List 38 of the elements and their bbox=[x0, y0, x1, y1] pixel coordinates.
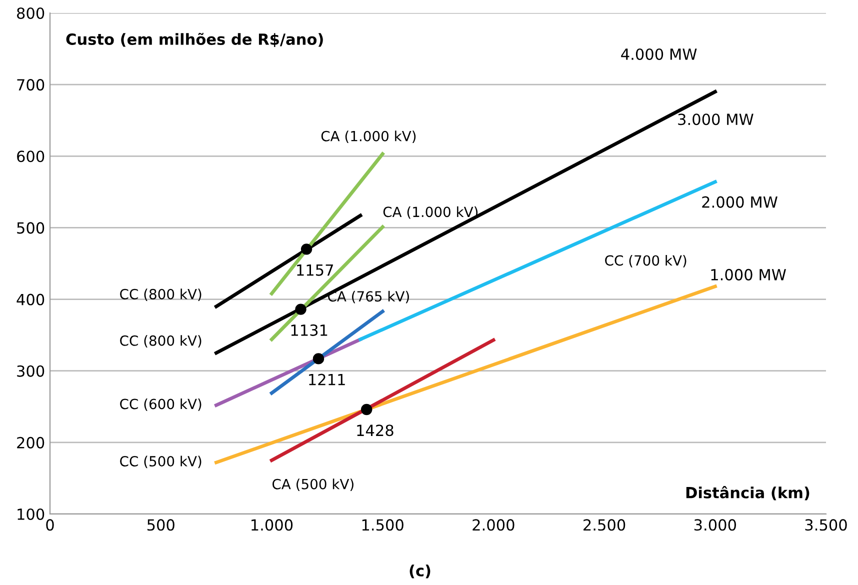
y-tick-label: 100 bbox=[18, 508, 44, 520]
text: (c) bbox=[410, 564, 430, 578]
y-tick-label: 300 bbox=[17, 365, 44, 377]
series-label: CC (800 kV) bbox=[120, 335, 202, 348]
annotation: 1.000 MW bbox=[711, 268, 786, 280]
x-tick-label: 2.500 bbox=[584, 519, 626, 531]
y-tick-label: 600 bbox=[17, 150, 44, 162]
y-tick-label: 400 bbox=[16, 294, 44, 306]
series-label: CC (800 kV) bbox=[120, 288, 202, 301]
x-tick-label: 3.000 bbox=[694, 519, 736, 531]
x-tick-label: 500 bbox=[147, 519, 174, 531]
series-label: CC (700 kV) bbox=[605, 254, 686, 268]
series-label: CC (600 kV) bbox=[120, 398, 202, 411]
annotation: 1131 bbox=[291, 324, 328, 336]
annotation: 1211 bbox=[309, 374, 345, 386]
series-label: CA (1.000 kV) bbox=[321, 130, 416, 143]
annotation: 3.000 MW bbox=[678, 114, 754, 126]
point bbox=[295, 304, 306, 315]
point bbox=[300, 244, 312, 255]
x-tick-label: 1.000 bbox=[252, 519, 293, 531]
y-tick-label: 500 bbox=[17, 222, 44, 234]
annotation: 2.000 MW bbox=[702, 196, 778, 208]
x-axis-title: Distância (km) bbox=[686, 486, 810, 500]
y-axis-title: Custo (em milhões de R$/ano) bbox=[66, 32, 323, 48]
annotation: 1428 bbox=[357, 424, 394, 436]
y-tick-label: 800 bbox=[17, 7, 44, 20]
x-tick-label: 2.000 bbox=[472, 519, 514, 531]
x-tick-label: 3.500 bbox=[805, 519, 847, 531]
series-label: CC (500 kV) bbox=[120, 456, 202, 468]
annotation: 1157 bbox=[297, 264, 333, 276]
x-tick-label: 0 bbox=[46, 519, 54, 531]
annotation: 4.000 MW bbox=[621, 48, 697, 60]
y-tick-label: 700 bbox=[17, 79, 44, 91]
point bbox=[312, 353, 324, 364]
series-label: CA (500 kV) bbox=[272, 478, 354, 491]
y-tick-label: 200 bbox=[17, 436, 44, 448]
point bbox=[361, 404, 372, 416]
x-tick-label: 1.500 bbox=[362, 519, 404, 531]
